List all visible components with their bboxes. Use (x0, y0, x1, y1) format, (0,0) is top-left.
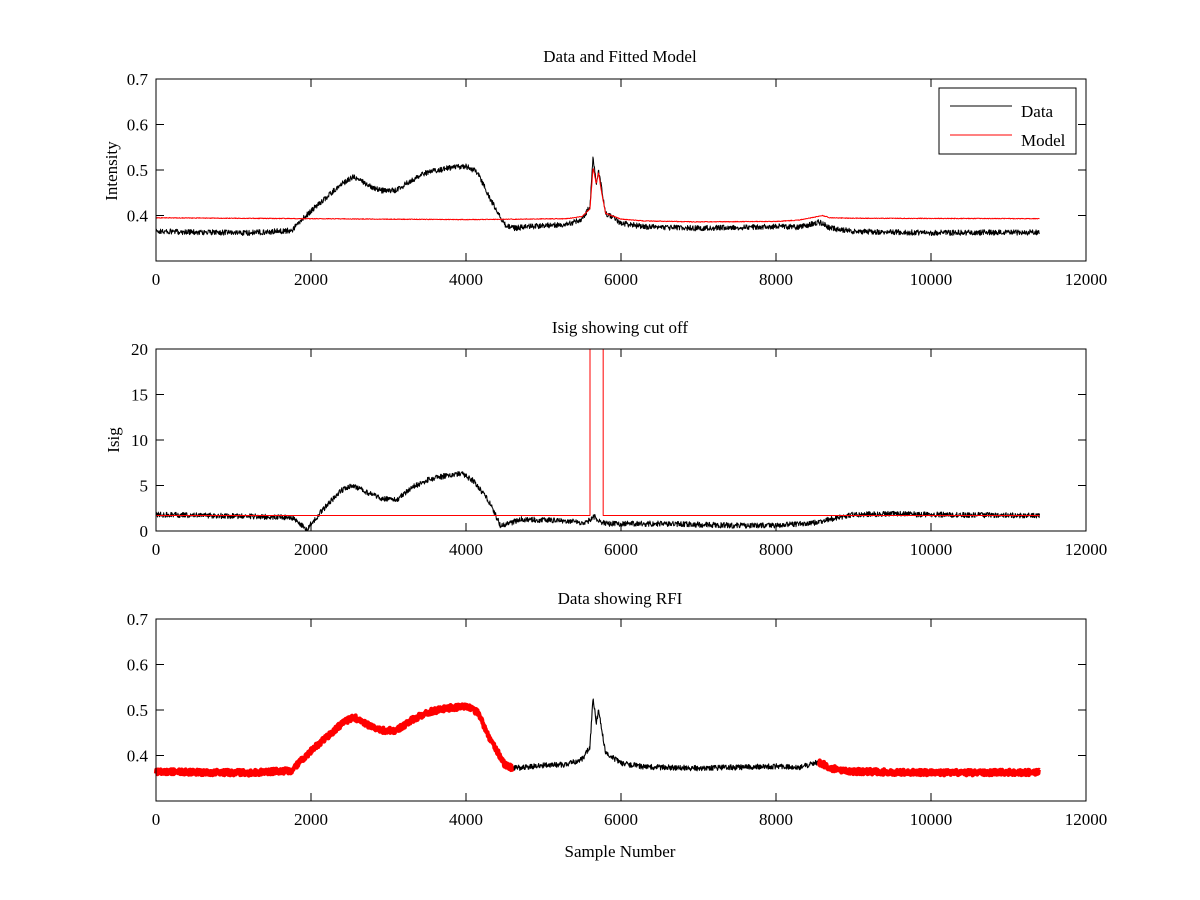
y-tick-label: 10 (131, 431, 148, 450)
x-tick-label: 6000 (604, 540, 638, 559)
y-tick-label: 0.4 (127, 207, 149, 226)
x-tick-label: 2000 (294, 810, 328, 829)
y-tick-label: 0.6 (127, 116, 148, 135)
x-tick-label: 6000 (604, 270, 638, 289)
x-tick-label: 2000 (294, 270, 328, 289)
x-tick-label: 0 (152, 270, 161, 289)
y-tick-label: 15 (131, 386, 148, 405)
x-tick-label: 10000 (910, 270, 953, 289)
y-tick-label: 0.5 (127, 161, 148, 180)
subplot-data-and-fitted-model: Data and Fitted Model Intensity 0 2000 400… (102, 47, 1107, 289)
legend-box (938, 87, 1077, 155)
series-line-1 (155, 471, 1040, 532)
x-tick-label: 8000 (759, 810, 793, 829)
series-line-1 (511, 698, 820, 772)
y-tick-label: 20 (131, 340, 148, 359)
x-tick-label: 6000 (604, 810, 638, 829)
plot-area-frame (155, 618, 1087, 802)
x-tick-label: 4000 (449, 540, 483, 559)
x-tick-label: 0 (152, 540, 161, 559)
series-line-2 (155, 168, 1040, 223)
y-tick-label: 0.4 (127, 747, 149, 766)
x-tick-label: 2000 (294, 540, 328, 559)
series-line-2-part-2 (816, 758, 1042, 778)
y-tick-label: 0.5 (127, 701, 148, 720)
x-tick-label: 10000 (910, 540, 953, 559)
subplot-isig-showing-cut-off: Isig showing cut off Isig 0 2000 4000 6000 8… (104, 318, 1107, 559)
x-tick-label: 12000 (1065, 810, 1108, 829)
chart-title: Data showing RFI (558, 589, 683, 608)
y-tick-label: 0.7 (127, 70, 149, 89)
y-axis-label: Intensity (102, 141, 121, 201)
legend: Data Model (938, 87, 1077, 155)
legend-label-model: Model (1021, 131, 1066, 150)
y-axis-label: Isig (104, 427, 123, 453)
chart-title: Isig showing cut off (552, 318, 688, 337)
plot-area-frame (155, 348, 1087, 532)
chart-title: Data and Fitted Model (543, 47, 697, 66)
x-tick-label: 0 (152, 810, 161, 829)
subplot-data-showing-rfi: Data showing RFI 0 2000 4000 6000 8000 10000 1… (127, 589, 1108, 861)
x-tick-label: 8000 (759, 540, 793, 559)
x-tick-label: 4000 (449, 810, 483, 829)
series-line-2-part-1 (153, 702, 515, 778)
x-tick-label: 10000 (910, 810, 953, 829)
plot-area-frame (155, 78, 1087, 262)
y-tick-label: 0.6 (127, 656, 148, 675)
x-tick-label: 8000 (759, 270, 793, 289)
x-axis-label: Sample Number (565, 842, 676, 861)
legend-label-data: Data (1021, 102, 1054, 121)
x-tick-label: 12000 (1065, 270, 1108, 289)
y-tick-label: 0.7 (127, 610, 149, 629)
y-tick-label: 5 (140, 477, 149, 496)
x-tick-label: 4000 (449, 270, 483, 289)
x-tick-label: 12000 (1065, 540, 1108, 559)
y-tick-label: 0 (140, 522, 149, 541)
